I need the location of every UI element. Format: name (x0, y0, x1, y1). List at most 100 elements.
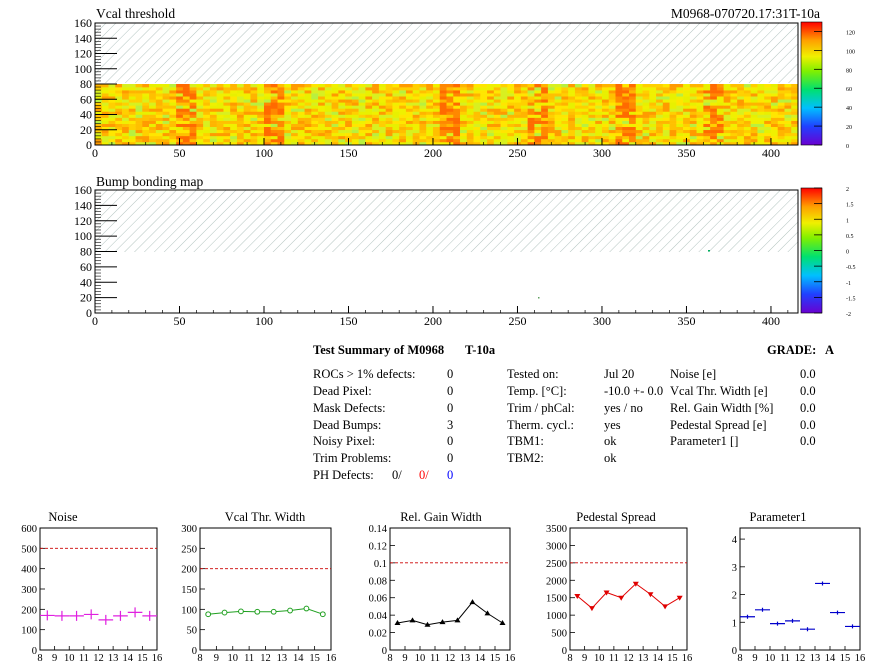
heatmap-cell (480, 99, 488, 103)
heatmap-cell (453, 105, 461, 109)
heatmap-cell (676, 114, 684, 118)
heatmap-cell (764, 105, 772, 109)
heatmap-cell (777, 105, 785, 109)
heatmap-cell (230, 117, 238, 121)
heatmap-cell (365, 126, 373, 131)
heatmap-cell (108, 108, 116, 112)
heatmap-cell (520, 117, 528, 121)
heatmap-cell (507, 105, 515, 109)
x-tick-label: 13 (810, 653, 821, 664)
heatmap-cell (574, 102, 582, 106)
heatmap-cell (554, 138, 562, 143)
heatmap-cell (169, 93, 177, 97)
heatmap-cell (588, 96, 596, 100)
heatmap-cell (750, 84, 758, 88)
data-point (83, 609, 99, 620)
heatmap-cell (331, 126, 339, 131)
heatmap-cell (561, 84, 569, 88)
heatmap-cell (304, 102, 312, 106)
heatmap-cell (311, 111, 319, 115)
heatmap-cell (473, 90, 481, 94)
heatmap-cell (669, 96, 677, 100)
heatmap-cell (372, 129, 380, 134)
heatmap-cell (561, 123, 569, 127)
heatmap-cell (135, 117, 143, 121)
heatmap-cell (527, 108, 535, 112)
heatmap-cell (723, 96, 731, 100)
heatmap-cell (142, 90, 150, 94)
heatmap-cell (460, 87, 468, 91)
heatmap-cell (162, 87, 170, 91)
heatmap-cell (723, 93, 731, 97)
heatmap-cell (750, 135, 758, 140)
heatmap-cell (696, 132, 704, 137)
scale-tick-label: 1.5 (846, 203, 854, 209)
heatmap-cell (277, 96, 285, 100)
ph-defects-label: PH Defects: (313, 468, 374, 482)
heatmap-cell (122, 87, 130, 91)
y-tick-label: 3 (732, 563, 737, 574)
heatmap-cell (460, 117, 468, 121)
heatmap-cell (297, 84, 305, 88)
heatmap-cell (142, 120, 150, 124)
y-tick-label: 300 (181, 524, 197, 535)
heatmap-cell (135, 135, 143, 140)
heatmap-cell (236, 108, 245, 112)
heatmap-cell (169, 138, 177, 143)
heatmap-cell (419, 105, 427, 109)
heatmap-cell (514, 90, 522, 94)
heatmap-cell (331, 135, 339, 140)
heatmap-cell (392, 90, 400, 94)
heatmap-cell (676, 123, 684, 127)
heatmap-cell (764, 135, 772, 140)
heatmap-cell (351, 141, 359, 146)
heatmap-cell (581, 105, 589, 109)
heatmap-cell (189, 135, 197, 140)
heatmap-cell (122, 138, 130, 143)
heatmap-cell (757, 123, 765, 127)
heatmap-cell (527, 135, 535, 140)
heatmap-cell (209, 87, 217, 91)
heatmap-cell (710, 132, 718, 137)
heatmap-cell (385, 108, 393, 112)
heatmap-cell (520, 84, 528, 88)
heatmap-cell (108, 84, 116, 88)
heatmap-cell (399, 96, 407, 100)
heatmap-cell (128, 108, 136, 112)
heatmap-cell (284, 132, 292, 137)
heatmap-cell (108, 126, 116, 131)
heatmap-cell (710, 96, 718, 100)
x-tick-label: 11 (780, 653, 790, 664)
heatmap-cell (622, 129, 630, 134)
heatmap-cell (392, 129, 400, 134)
heatmap-cell (791, 105, 799, 109)
heatmap-cell (182, 135, 190, 140)
heatmap-cell (250, 111, 258, 115)
heatmap-cell (324, 138, 332, 143)
heatmap-cell (432, 135, 441, 140)
heatmap-cell (730, 84, 738, 88)
heatmap-cell (622, 90, 630, 94)
heatmap-cell (304, 126, 312, 131)
heatmap-cell (642, 117, 650, 121)
heatmap-cell (554, 120, 562, 124)
heatmap-cell (460, 99, 468, 103)
heatmap-cell (108, 129, 116, 134)
heatmap-cell (419, 129, 427, 134)
heatmap-cell (291, 126, 299, 131)
heatmap-cell (764, 99, 772, 103)
heatmap-cell (378, 102, 386, 106)
y-tick-label: 100 (21, 626, 37, 637)
heatmap-cell (426, 135, 434, 140)
defect-label: Dead Bumps: (313, 418, 382, 432)
heatmap-cell (676, 138, 684, 143)
heatmap-cell (534, 126, 542, 131)
heatmap-cell (345, 108, 353, 112)
heatmap-cell (493, 111, 501, 115)
data-point (815, 581, 830, 586)
heatmap-cell (507, 135, 515, 140)
y-tick-label: 160 (74, 16, 92, 30)
heatmap-cell (615, 132, 623, 137)
heatmap-cell (135, 96, 143, 100)
heatmap-cell (649, 120, 657, 124)
